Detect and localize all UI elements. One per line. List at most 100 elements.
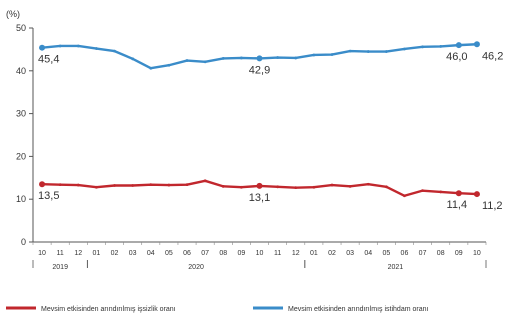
x-tick-label: 07 — [419, 250, 427, 257]
data-point — [76, 44, 80, 48]
data-label: 13,1 — [249, 192, 270, 204]
x-tick-label: 09 — [455, 250, 463, 257]
x-tick-label: 07 — [201, 250, 209, 257]
x-tick-label: 10 — [473, 250, 481, 257]
data-point — [421, 45, 424, 49]
data-point — [113, 184, 116, 187]
highlighted-point — [455, 190, 462, 197]
year-label: 2021 — [388, 264, 404, 271]
highlighted-point — [473, 191, 480, 198]
data-point — [294, 186, 298, 190]
x-tick-label: 06 — [183, 250, 191, 257]
data-point — [149, 66, 153, 70]
data-point — [330, 183, 334, 187]
x-tick-label: 08 — [219, 250, 227, 257]
data-point — [203, 60, 207, 64]
y-axis-label: (%) — [6, 9, 20, 19]
y-tick-label: 20 — [16, 151, 26, 161]
data-point — [276, 185, 280, 189]
data-label: 11,4 — [447, 199, 468, 211]
data-label: 46,2 — [482, 50, 503, 62]
data-point — [58, 44, 62, 48]
data-point — [330, 53, 334, 56]
data-point — [312, 185, 316, 189]
data-point — [312, 53, 316, 57]
x-tick-label: 05 — [382, 250, 390, 257]
legend-label: Mevsim etkisinden arındırılmış istihdam … — [288, 306, 428, 313]
data-point — [366, 182, 370, 186]
x-tick-label: 11 — [57, 250, 64, 257]
y-tick-label: 10 — [16, 194, 26, 204]
x-tick-label: 01 — [93, 250, 101, 257]
plot-frame — [32, 28, 486, 243]
highlighted-point — [39, 44, 46, 51]
x-axis: 10 11 12 01 02 03 04 05 06 07 08 09 10 11 12 01 02 03 04 05… — [32, 242, 487, 271]
data-point — [276, 56, 280, 59]
x-tick-label: 10 — [38, 250, 46, 257]
data-point — [95, 47, 98, 50]
data-point — [185, 183, 189, 187]
data-point — [439, 45, 443, 48]
data-point — [421, 189, 424, 193]
y-tick-label: 0 — [21, 237, 26, 247]
x-tick-label: 05 — [165, 250, 173, 257]
highlighted-point — [473, 41, 480, 48]
data-point — [439, 190, 443, 194]
data-point — [403, 47, 406, 51]
data-label: 45,4 — [38, 54, 59, 66]
data-point — [131, 184, 135, 187]
x-tick-label: 02 — [111, 250, 119, 257]
x-tick-label: 09 — [237, 250, 245, 257]
data-point — [167, 63, 171, 67]
data-point — [221, 56, 225, 60]
data-point — [203, 179, 207, 183]
y-tick-label: 50 — [16, 23, 26, 33]
y-axis-ticks: 0 10 20 30 40 50 — [16, 23, 33, 247]
x-tick-label: 03 — [346, 250, 354, 257]
x-tick-label: 04 — [147, 250, 155, 257]
data-point — [167, 183, 171, 187]
data-point — [221, 184, 225, 188]
x-tick-label: 04 — [364, 250, 372, 257]
data-point — [239, 185, 243, 189]
x-tick-label: 12 — [292, 250, 300, 257]
x-tick-label: 06 — [401, 250, 409, 257]
x-tick-label: 03 — [129, 250, 137, 257]
data-point — [366, 50, 370, 53]
x-tick-label: 11 — [274, 250, 281, 257]
data-point — [348, 184, 352, 188]
data-label: 46,0 — [446, 51, 467, 63]
data-label: 42,9 — [249, 64, 270, 76]
highlighted-point — [39, 181, 46, 188]
y-tick-label: 40 — [16, 66, 26, 76]
year-label: 2019 — [52, 264, 68, 271]
highlighted-point — [455, 42, 462, 49]
data-point — [384, 50, 388, 53]
data-point — [131, 57, 135, 61]
data-point — [185, 59, 189, 62]
highlighted-point — [256, 55, 263, 62]
data-point — [149, 183, 153, 187]
data-point — [384, 185, 388, 189]
data-point — [348, 49, 352, 53]
year-label: 2020 — [188, 264, 204, 271]
data-label: 13,5 — [38, 190, 59, 202]
x-tick-label: 12 — [74, 250, 82, 257]
y-tick-label: 30 — [16, 109, 26, 119]
data-point — [76, 183, 80, 187]
x-tick-label: 02 — [328, 250, 336, 257]
legend-label: Mevsim etkisinden arındırılmış işsizlik … — [41, 306, 176, 313]
highlighted-point — [256, 182, 263, 189]
data-point — [239, 56, 243, 60]
legend: Mevsim etkisinden arındırılmış işsizlik … — [6, 306, 428, 313]
data-point — [294, 56, 298, 60]
data-point — [95, 185, 98, 189]
x-tick-label: 08 — [437, 250, 445, 257]
data-point — [113, 49, 116, 53]
data-label: 11,2 — [482, 200, 503, 212]
data-point — [58, 183, 62, 187]
x-tick-label: 10 — [256, 250, 264, 257]
x-tick-label: 01 — [310, 250, 318, 257]
data-labels: 13,5 13,1 11,4 11,2 45,4 42,9 46,0 46,2 — [38, 41, 503, 212]
